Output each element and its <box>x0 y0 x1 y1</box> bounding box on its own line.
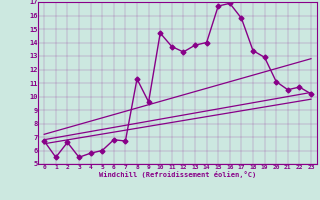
X-axis label: Windchill (Refroidissement éolien,°C): Windchill (Refroidissement éolien,°C) <box>99 171 256 178</box>
